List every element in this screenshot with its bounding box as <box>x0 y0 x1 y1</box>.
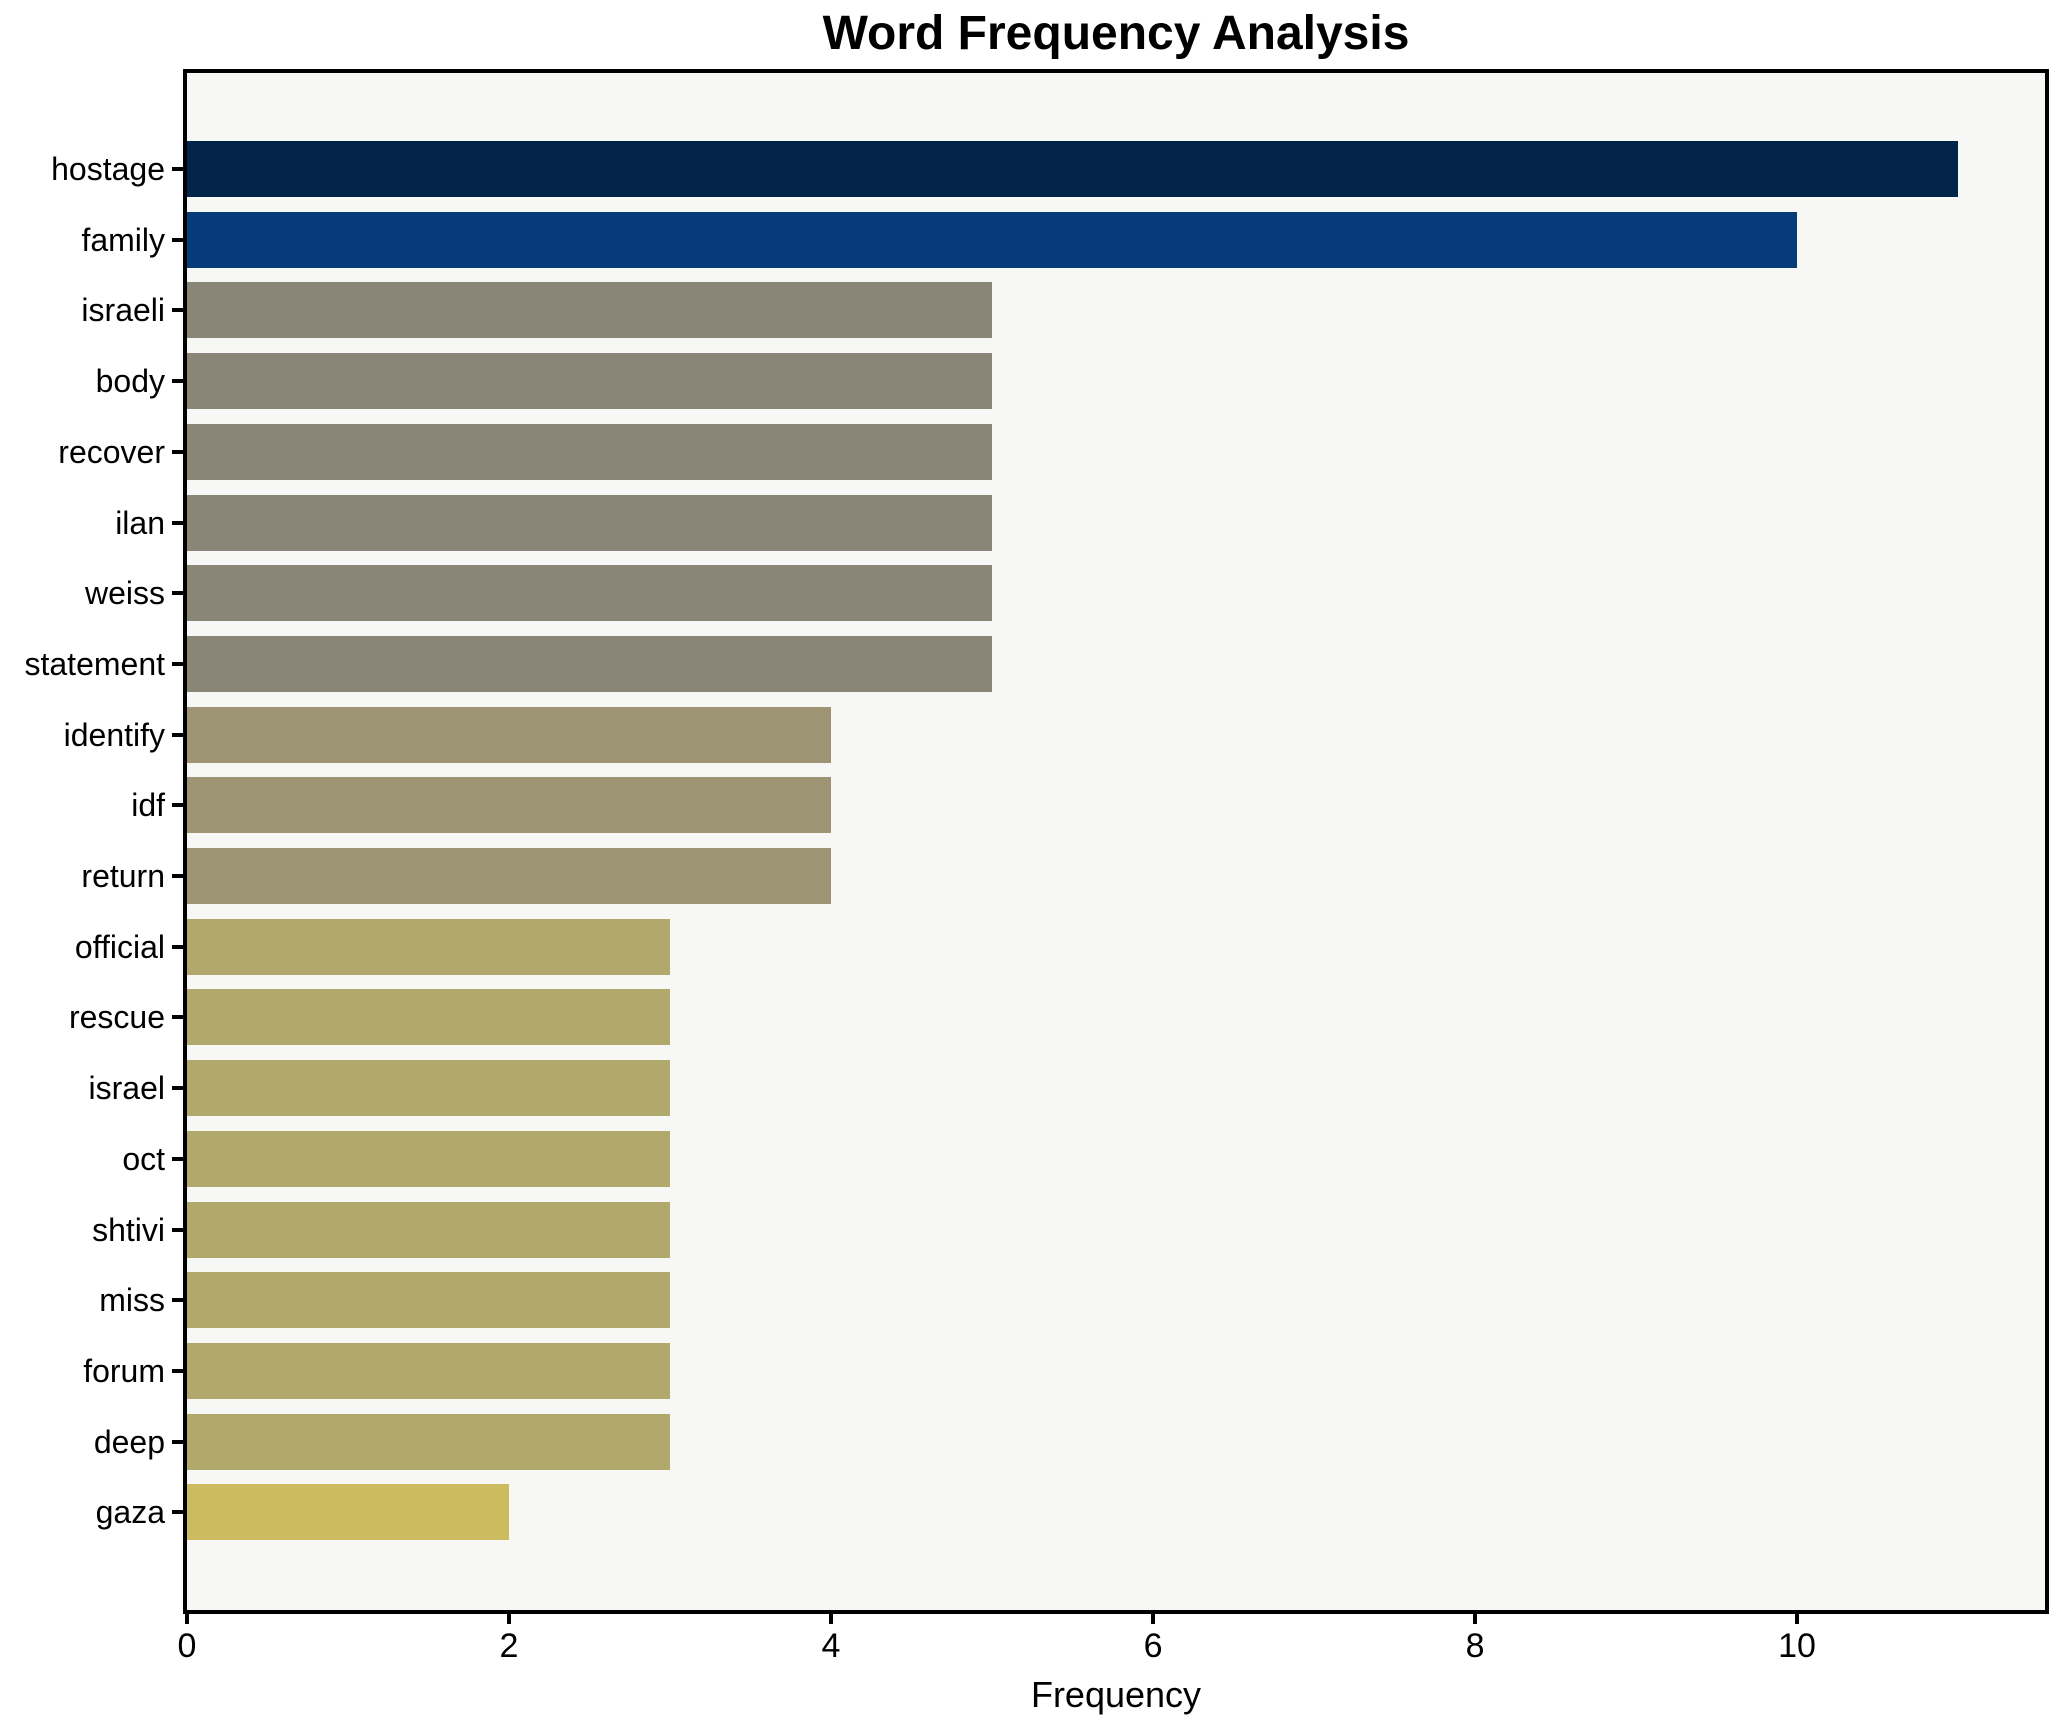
y-tick-label-miss: miss <box>99 1282 165 1319</box>
x-axis-label: Frequency <box>1030 1674 1202 1715</box>
y-tick-mark <box>172 1015 183 1020</box>
bar-statement <box>187 635 993 692</box>
y-tick-label-weiss: weiss <box>84 575 165 612</box>
plot-area <box>183 69 2049 1614</box>
bar-deep <box>187 1413 670 1470</box>
y-tick-mark <box>172 449 183 454</box>
bar-weiss <box>187 565 993 622</box>
x-tick-mark <box>1151 1614 1156 1624</box>
y-tick-label-forum: forum <box>83 1352 165 1389</box>
bar-israel <box>187 1060 670 1117</box>
bar-identify <box>187 706 832 763</box>
x-tick-label-6: 6 <box>1143 1627 1163 1665</box>
y-tick-label-identify: identify <box>63 716 165 753</box>
y-tick-mark <box>172 167 183 171</box>
y-axis-labels: hostage family israeli body recover ilan weiss… <box>0 69 165 1614</box>
y-tick-label-oct: oct <box>122 1140 165 1177</box>
y-tick-mark <box>172 1510 183 1515</box>
y-tick-mark <box>172 1156 183 1161</box>
chart-title: Word Frequency Analysis <box>822 7 1410 60</box>
y-tick-mark <box>172 308 183 313</box>
bar-rescue <box>187 989 670 1046</box>
bar-shtivi <box>187 1201 670 1258</box>
x-tick-mark <box>1795 1614 1800 1624</box>
y-tick-label-rescue: rescue <box>68 999 165 1036</box>
y-tick-mark <box>172 1086 183 1091</box>
y-tick-label-idf: idf <box>131 787 165 824</box>
y-tick-mark <box>172 874 183 878</box>
y-tick-label-israeli: israeli <box>81 292 165 329</box>
y-tick-mark <box>172 661 183 666</box>
y-tick-mark <box>172 520 183 525</box>
y-tick-label-body: body <box>95 363 165 400</box>
bar-idf <box>187 777 832 834</box>
y-tick-label-family: family <box>81 221 165 258</box>
y-tick-label-shtivi: shtivi <box>92 1211 165 1248</box>
x-tick-label-8: 8 <box>1465 1627 1485 1665</box>
x-tick-label-10: 10 <box>1778 1627 1816 1665</box>
y-tick-mark <box>172 379 183 384</box>
y-tick-mark <box>172 732 183 737</box>
y-tick-mark <box>172 1368 183 1373</box>
bar-israeli <box>187 282 993 339</box>
x-tick-mark <box>185 1614 189 1624</box>
bar-gaza <box>187 1484 509 1541</box>
x-tick-label-4: 4 <box>821 1627 841 1665</box>
bar-oct <box>187 1130 670 1187</box>
x-tick-mark <box>1473 1614 1478 1624</box>
y-tick-label-deep: deep <box>93 1423 165 1460</box>
y-tick-label-israel: israel <box>88 1070 165 1107</box>
y-tick-mark <box>172 944 183 949</box>
x-tick-mark <box>507 1614 511 1624</box>
bar-ilan <box>187 494 993 551</box>
y-tick-label-return: return <box>81 858 165 894</box>
y-tick-label-ilan: ilan <box>115 504 165 541</box>
bar-body <box>187 353 993 410</box>
bar-family <box>187 211 1798 268</box>
bar-official <box>187 918 670 975</box>
y-tick-label-hostage: hostage <box>51 151 165 187</box>
x-tick-mark <box>829 1614 834 1624</box>
y-tick-label-recover: recover <box>58 433 165 470</box>
bar-miss <box>187 1272 670 1329</box>
y-tick-mark <box>172 237 183 242</box>
bar-return <box>187 848 832 904</box>
y-tick-mark <box>172 1439 183 1444</box>
y-tick-mark <box>172 803 183 808</box>
y-tick-mark <box>172 591 183 596</box>
bar-recover <box>187 423 993 480</box>
bar-forum <box>187 1342 670 1399</box>
y-tick-label-official: official <box>74 928 165 965</box>
x-tick-label-2: 2 <box>499 1627 519 1665</box>
y-tick-label-statement: statement <box>24 645 165 682</box>
y-tick-label-gaza: gaza <box>95 1494 165 1531</box>
bar-hostage <box>187 141 1959 197</box>
y-tick-mark <box>172 1298 183 1303</box>
y-tick-mark <box>172 1227 183 1232</box>
x-tick-label-0: 0 <box>177 1627 197 1665</box>
